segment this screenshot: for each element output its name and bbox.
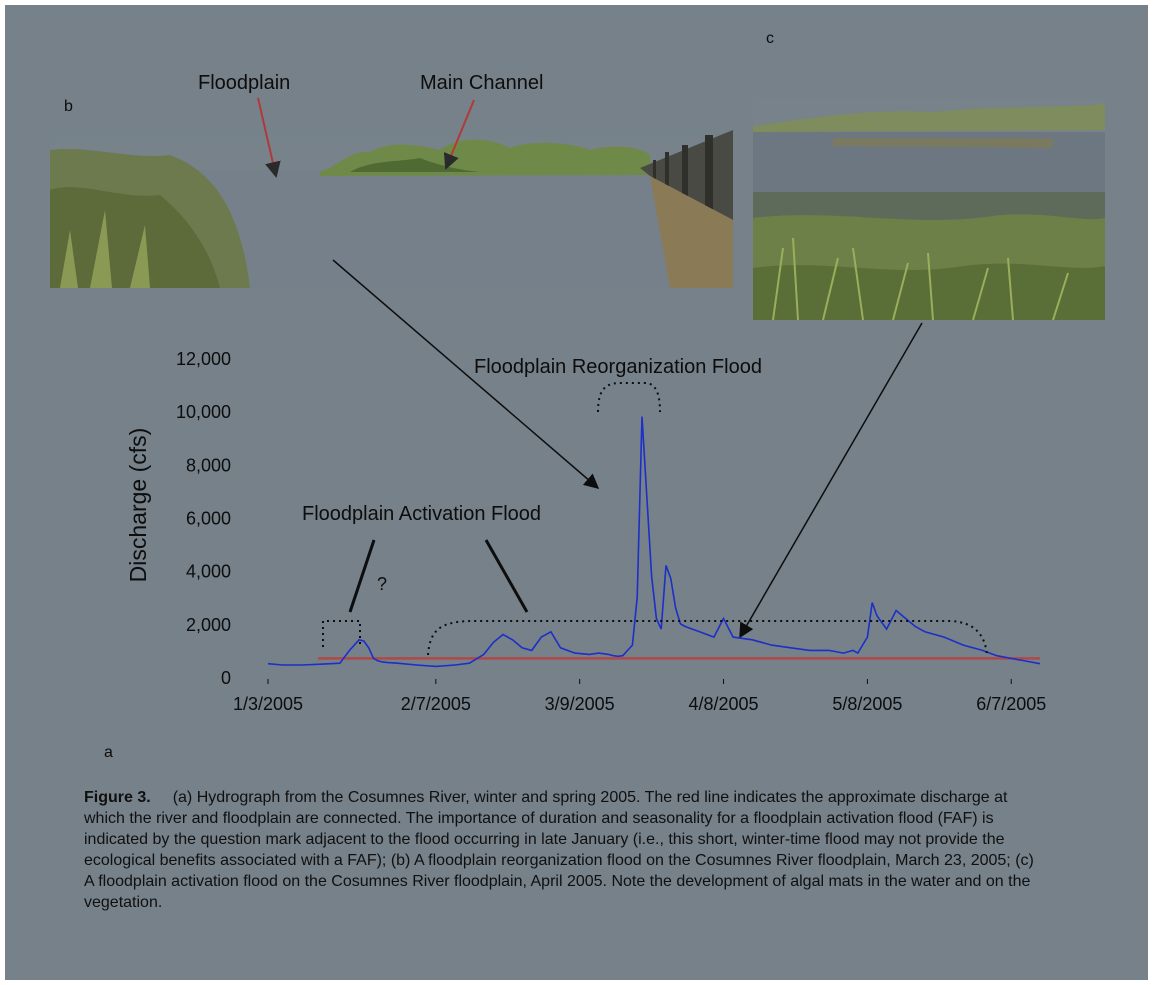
floodplain-label: Floodplain — [198, 72, 291, 94]
x-tick-label: 2/7/2005 — [401, 694, 471, 714]
reorganization-flood-label: Floodplain Reorganization Flood — [474, 356, 762, 378]
x-axis-ticks: 1/3/2005 2/7/2005 3/9/2005 4/8/2005 5/8/2005… — [233, 679, 1046, 714]
figure-caption: Figure 3. (a) Hydrograph from the Cosumne… — [84, 787, 1034, 913]
floodplain-pointer — [257, 97, 281, 178]
y-tick-label: 2,000 — [186, 615, 231, 635]
discharge-series-line — [267, 416, 1041, 668]
x-tick-label: 6/7/2005 — [976, 694, 1046, 714]
x-tick-label: 1/3/2005 — [233, 694, 303, 714]
caption-figure-number: Figure 3. — [84, 789, 151, 806]
question-mark-label: ? — [377, 574, 387, 594]
late-january-flood-bracket — [322, 620, 361, 647]
panel-label-c: c — [766, 30, 774, 47]
photo-c-to-april-arrow — [739, 322, 923, 639]
main-channel-pointer — [443, 99, 475, 170]
caption-text: (a) Hydrograph from the Cosumnes River, … — [84, 789, 1034, 911]
panel-label-b: b — [64, 98, 73, 115]
main-channel-label: Main Channel — [420, 72, 544, 94]
photo-c-image — [753, 98, 1105, 320]
photo-b-image — [50, 110, 733, 288]
y-tick-label: 4,000 — [186, 562, 231, 582]
y-tick-label: 12,000 — [176, 349, 231, 369]
photo-c-activation — [753, 98, 1105, 320]
y-tick-label: 6,000 — [186, 509, 231, 529]
jan-flood-pointer — [348, 539, 376, 613]
y-axis-label: Discharge (cfs) — [125, 428, 151, 583]
y-tick-label: 8,000 — [186, 455, 231, 475]
activation-flood-bracket — [427, 620, 988, 656]
photo-b-to-peak-arrow — [332, 259, 600, 489]
photo-b-floodplain — [50, 110, 733, 288]
y-tick-label: 10,000 — [176, 402, 231, 422]
activation-flood-label: Floodplain Activation Flood — [302, 503, 541, 525]
panel-label-a: a — [104, 744, 113, 761]
x-tick-label: 5/8/2005 — [832, 694, 902, 714]
reorganization-flood-bracket — [597, 382, 661, 413]
x-tick-label: 3/9/2005 — [545, 694, 615, 714]
y-tick-label: 0 — [221, 668, 231, 688]
y-axis-ticks: 0 2,000 4,000 6,000 8,000 10,000 12,000 — [176, 349, 231, 688]
activation-flood-pointer — [484, 539, 529, 613]
x-tick-label: 4/8/2005 — [688, 694, 758, 714]
